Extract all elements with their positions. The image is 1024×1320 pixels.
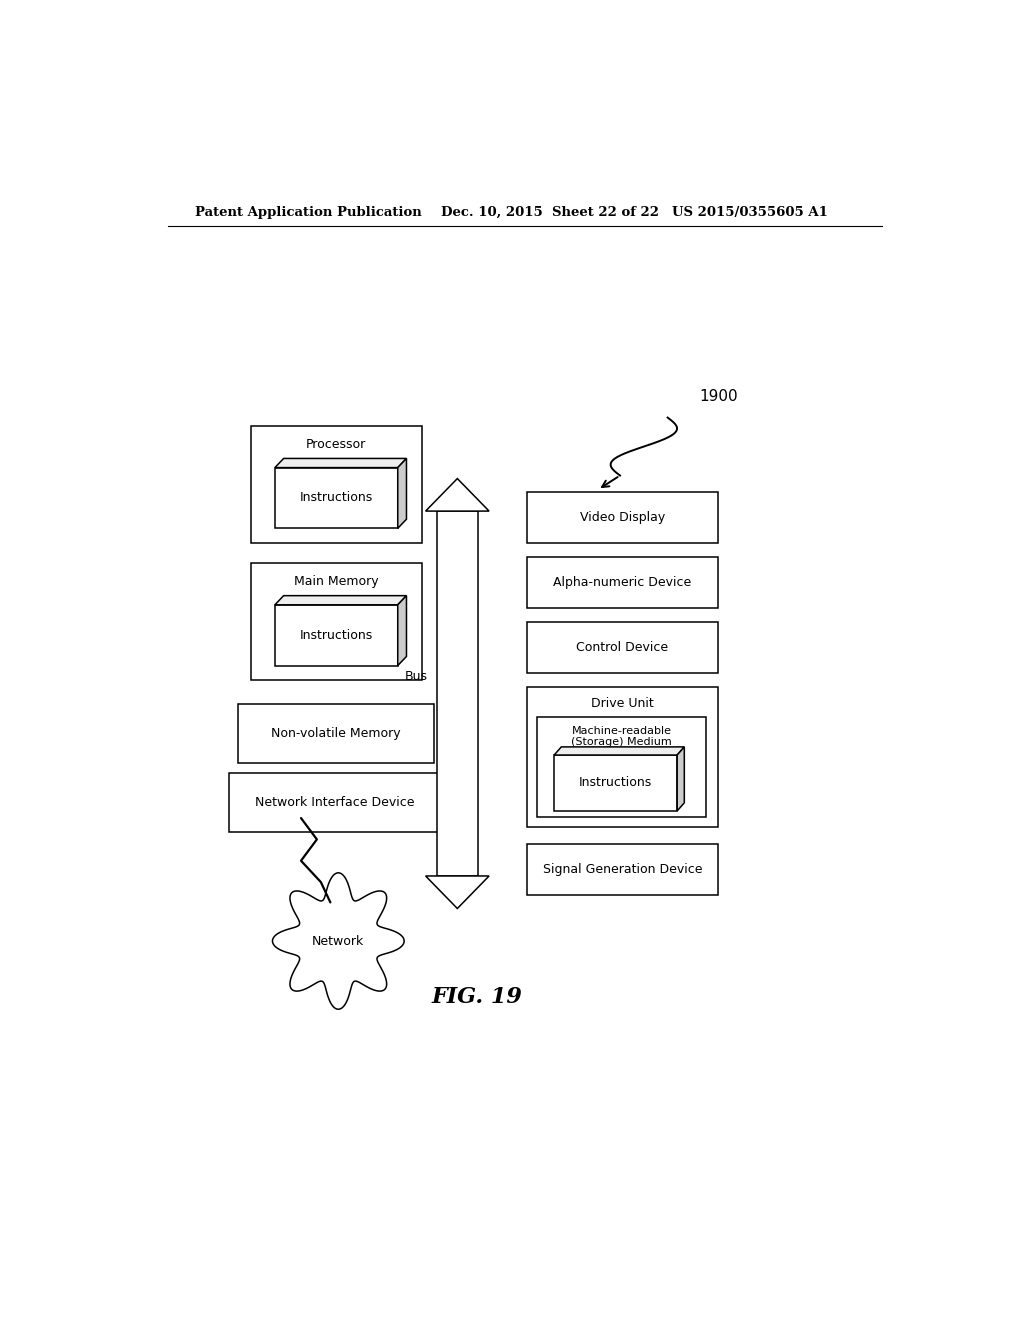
Bar	[527, 622, 718, 673]
Bar	[538, 718, 706, 817]
Text: Bus: Bus	[404, 671, 428, 684]
Bar	[436, 511, 478, 876]
Text: Control Device: Control Device	[577, 640, 669, 653]
Polygon shape	[554, 747, 684, 755]
Text: Instructions: Instructions	[300, 628, 373, 642]
Text: Network: Network	[312, 935, 365, 948]
Text: FIG. 19: FIG. 19	[432, 986, 522, 1008]
Text: Patent Application Publication: Patent Application Publication	[196, 206, 422, 219]
Polygon shape	[426, 479, 489, 511]
Text: Network Interface Device: Network Interface Device	[255, 796, 415, 809]
Bar	[527, 557, 718, 607]
Bar	[251, 562, 422, 680]
Polygon shape	[272, 873, 404, 1010]
Bar	[274, 605, 397, 665]
Text: Processor: Processor	[306, 438, 367, 451]
Bar	[527, 845, 718, 895]
Bar	[527, 686, 718, 828]
Bar	[554, 755, 677, 810]
Bar	[238, 704, 434, 763]
Text: 1900: 1900	[699, 389, 738, 404]
Text: Drive Unit: Drive Unit	[591, 697, 653, 710]
Polygon shape	[677, 747, 684, 810]
Bar	[251, 426, 422, 543]
Polygon shape	[274, 458, 407, 467]
Text: Video Display: Video Display	[580, 511, 665, 524]
Polygon shape	[397, 458, 407, 528]
Bar	[527, 492, 718, 543]
Text: Main Memory: Main Memory	[294, 576, 379, 589]
Polygon shape	[274, 595, 407, 605]
Text: Signal Generation Device: Signal Generation Device	[543, 863, 702, 876]
Text: Dec. 10, 2015  Sheet 22 of 22: Dec. 10, 2015 Sheet 22 of 22	[441, 206, 659, 219]
Polygon shape	[397, 595, 407, 665]
Text: Non-volatile Memory: Non-volatile Memory	[271, 727, 400, 741]
Text: Alpha-numeric Device: Alpha-numeric Device	[553, 576, 691, 589]
Bar	[228, 774, 441, 833]
Text: Machine-readable
(Storage) Medium: Machine-readable (Storage) Medium	[571, 726, 672, 747]
Bar	[274, 467, 397, 528]
Text: Instructions: Instructions	[300, 491, 373, 504]
Text: Instructions: Instructions	[579, 776, 652, 789]
Polygon shape	[426, 876, 489, 908]
Text: US 2015/0355605 A1: US 2015/0355605 A1	[672, 206, 827, 219]
